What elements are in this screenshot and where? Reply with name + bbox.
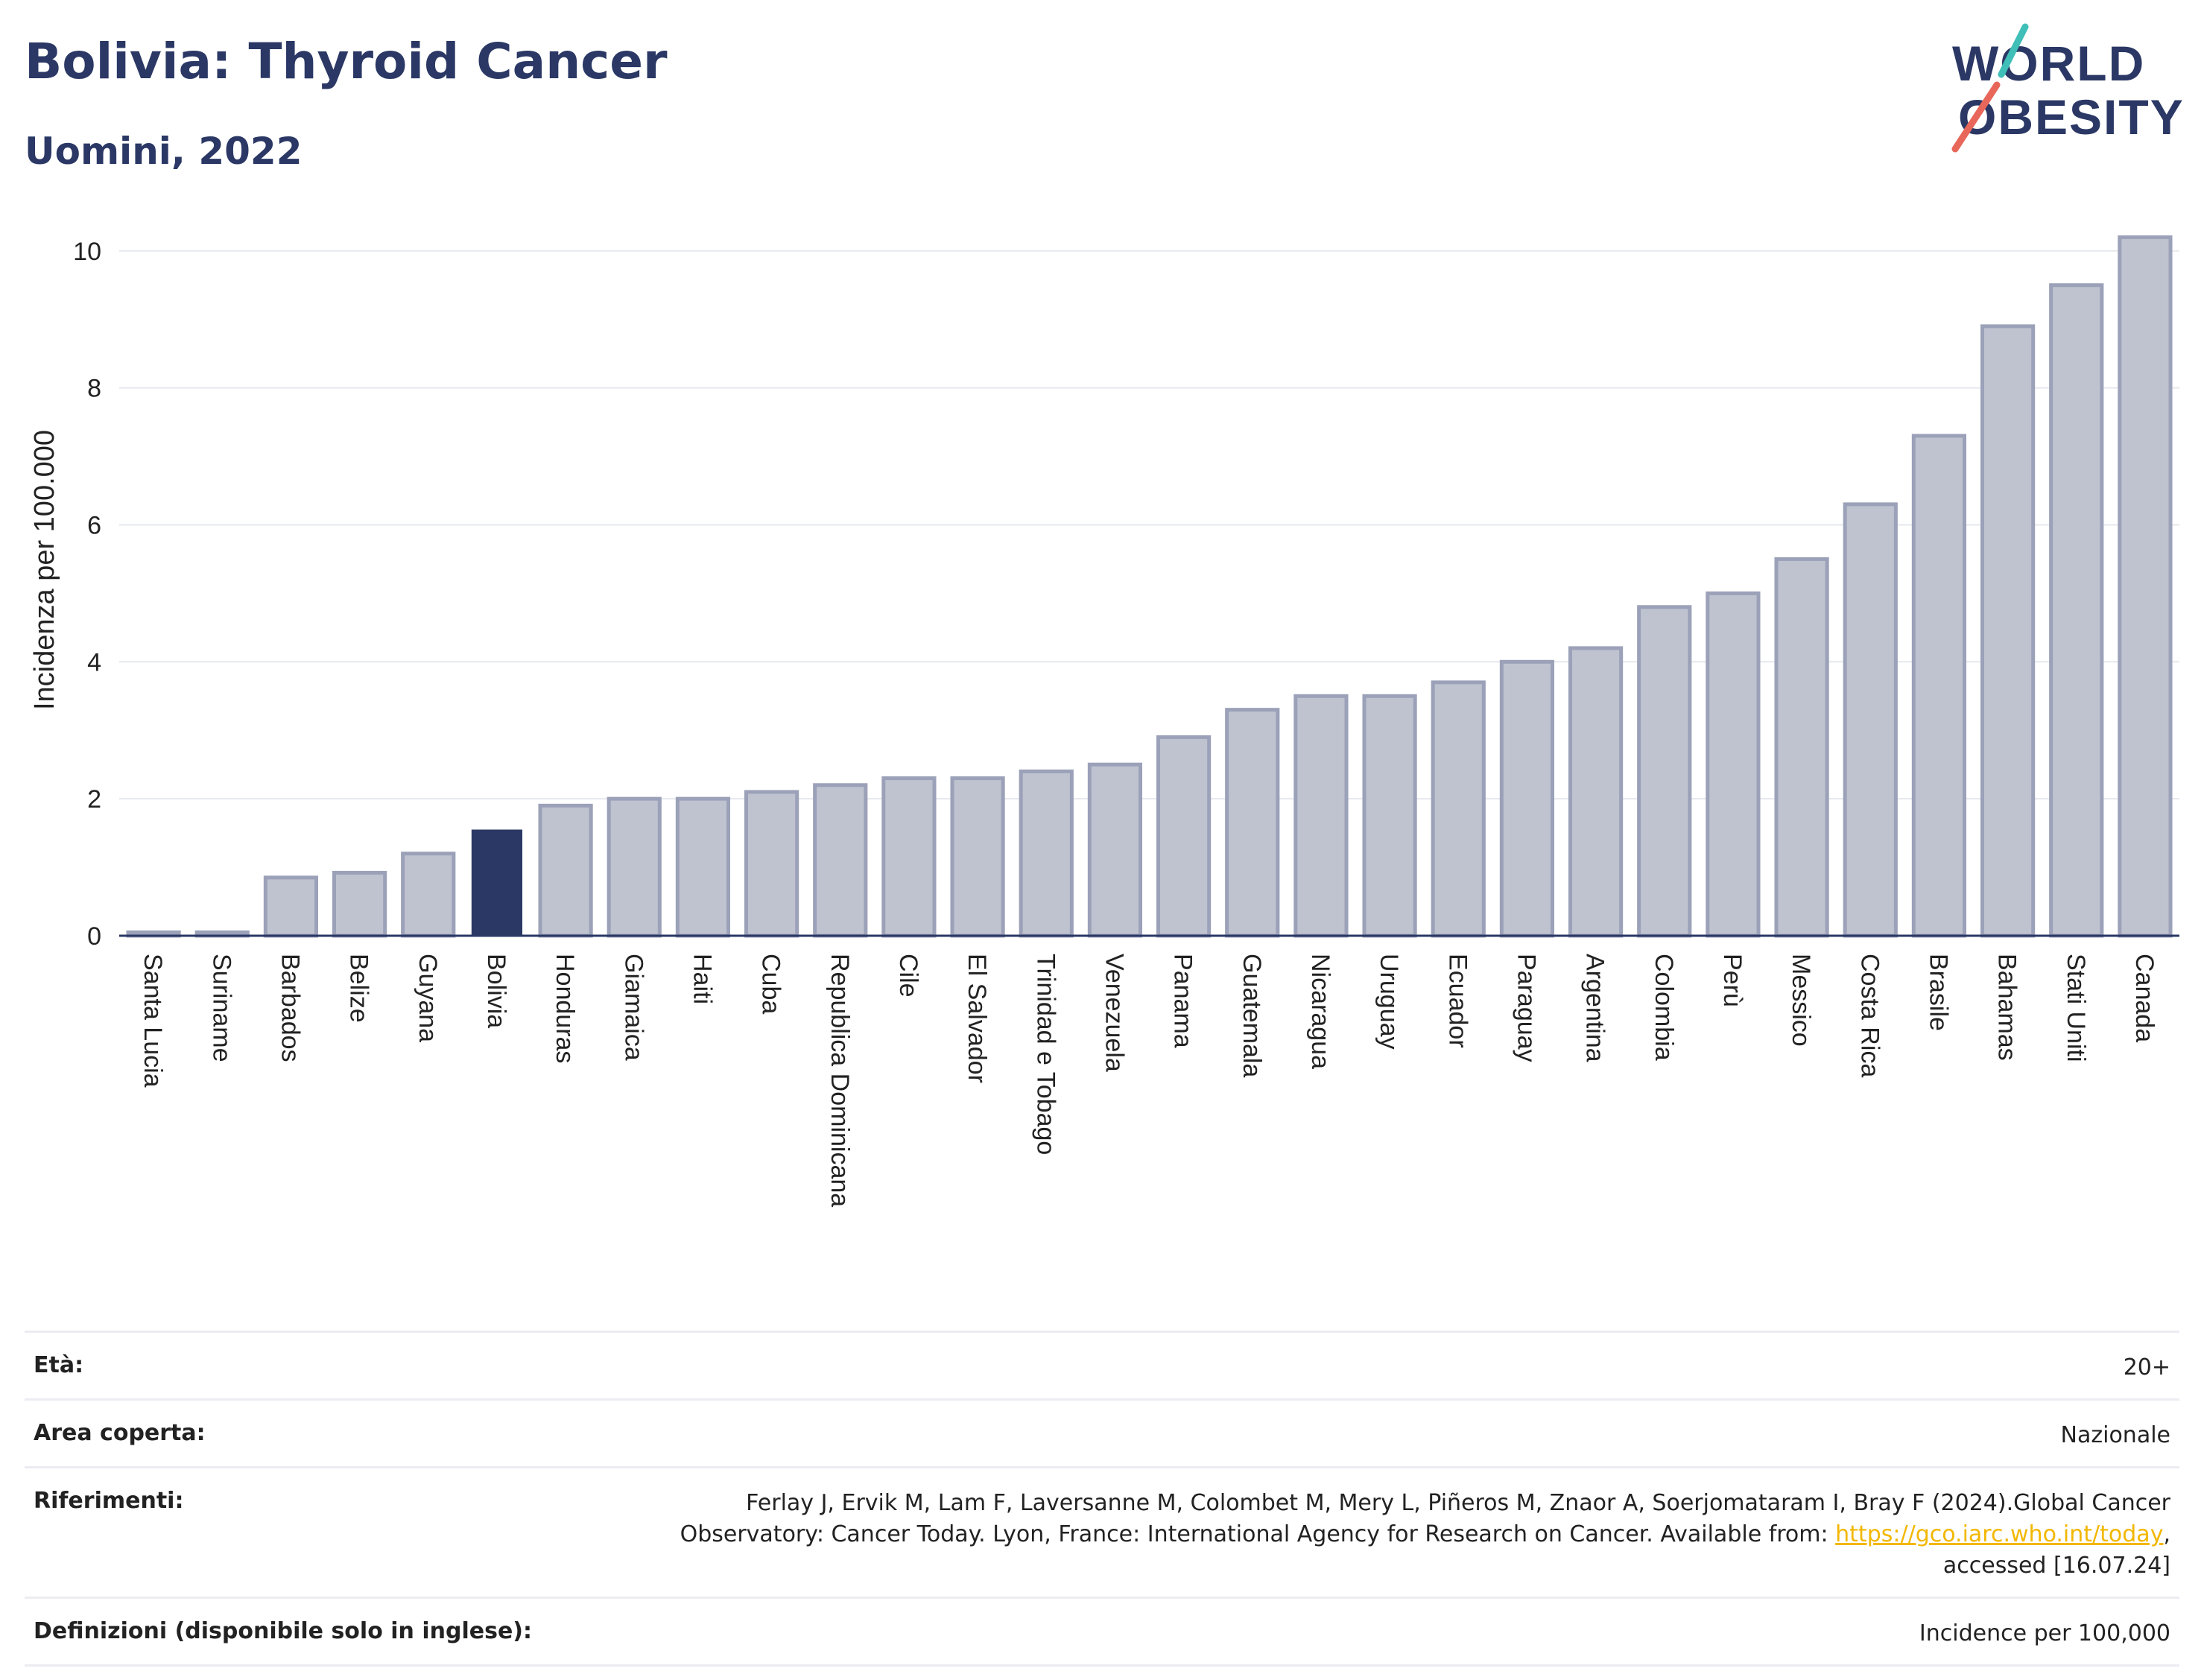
world-obesity-logo: WORLD OBESITY <box>1951 23 2185 153</box>
bar-uruguay <box>1362 694 1417 938</box>
x-tick-label: Belize <box>345 954 373 1023</box>
x-tick-label: Paraguay <box>1512 954 1540 1062</box>
eta-label: Età: <box>34 1352 84 1378</box>
y-tick-label: 6 <box>87 511 101 539</box>
bar-haiti <box>675 796 731 938</box>
bar-ecuador <box>1431 680 1486 938</box>
y-tick-label: 0 <box>87 922 101 951</box>
y-tick-label: 10 <box>73 238 101 266</box>
x-tick-label: Nicaragua <box>1306 954 1334 1069</box>
x-tick-label: Venezuela <box>1100 954 1128 1072</box>
bar-guyana <box>401 852 456 938</box>
x-tick-label: Giamaica <box>619 954 647 1061</box>
eta-value: 20+ <box>2123 1354 2170 1381</box>
area-value: Nazionale <box>2060 1422 2170 1448</box>
bars <box>126 235 2173 938</box>
x-tick-label: Trinidad e Tobago <box>1031 954 1060 1155</box>
x-tick-label: Republica Dominicana <box>826 954 854 1207</box>
page-title: Bolivia: Thyroid Cancer <box>25 33 668 90</box>
definizioni-value: Incidence per 100,000 <box>1919 1620 2170 1646</box>
x-tick-label: Santa Lucia <box>139 954 167 1088</box>
x-tick-label: Ecuador <box>1443 954 1472 1048</box>
x-tick-label: Perù <box>1718 954 1747 1007</box>
bar-per- <box>1706 591 1761 938</box>
bar-cuba <box>744 790 799 938</box>
meta-row-riferimenti: Riferimenti: Ferlay J, Ervik M, Lam F, L… <box>25 1466 2179 1597</box>
x-tick-label: Canada <box>2130 954 2159 1042</box>
metadata-table: Età: 20+ Area coperta: Nazionale Riferim… <box>25 1331 2179 1667</box>
riferimenti-text-1: Ferlay J, Ervik M, Lam F, Laversanne M, … <box>746 1490 2170 1516</box>
y-axis-label: Incidenza per 100.000 <box>29 430 60 710</box>
riferimenti-label: Riferimenti: <box>34 1488 184 1514</box>
riferimenti-text-3: , <box>2163 1521 2170 1547</box>
bar-argentina <box>1568 646 1624 938</box>
bar-cile <box>881 776 937 938</box>
bar-guatemala <box>1225 708 1280 938</box>
x-tick-label: Guyana <box>414 954 442 1042</box>
bar-bolivia <box>471 829 523 936</box>
bar-bahamas <box>1980 324 2036 938</box>
x-tick-label: Colombia <box>1650 954 1678 1061</box>
bar-honduras <box>538 803 593 938</box>
definizioni-label: Definizioni (disponibile solo in inglese… <box>34 1618 532 1644</box>
x-tick-label: Guatemala <box>1238 954 1266 1077</box>
bar-giamaica <box>607 796 662 938</box>
bar-nicaragua <box>1293 694 1349 938</box>
y-tick-label: 4 <box>87 648 101 676</box>
bar-venezuela <box>1087 762 1143 938</box>
x-tick-label: Stati Uniti <box>2062 954 2090 1062</box>
riferimenti-text-4: accessed [16.07.24] <box>1942 1553 2170 1579</box>
bar-barbados <box>263 875 319 938</box>
meta-row-definizioni: Definizioni (disponibile solo in inglese… <box>25 1597 2179 1667</box>
x-tick-label: Bahamas <box>1993 954 2021 1061</box>
bar-colombia <box>1637 605 1692 938</box>
bar-belize <box>332 870 387 938</box>
area-label: Area coperta: <box>34 1420 206 1446</box>
bar-stati-uniti <box>2049 283 2104 938</box>
riferimenti-link[interactable]: https://gco.iarc.who.int/today <box>1835 1521 2164 1547</box>
x-tick-label: Uruguay <box>1375 954 1403 1050</box>
page-subtitle: Uomini, 2022 <box>25 130 303 173</box>
x-tick-label: Bolivia <box>482 954 510 1028</box>
x-tick-label: Costa Rica <box>1855 954 1884 1077</box>
svg-text:WORLD: WORLD <box>1952 36 2145 91</box>
x-tick-label: Barbados <box>276 954 304 1062</box>
x-tick-label: Cuba <box>757 954 785 1014</box>
x-tick-label: Panama <box>1169 954 1197 1048</box>
y-tick-label: 8 <box>87 375 101 403</box>
bar-brasile <box>1911 434 1967 938</box>
x-tick-label: El Salvador <box>963 954 991 1083</box>
bar-costa-rica <box>1843 502 1898 938</box>
x-tick-label: Suriname <box>207 954 235 1062</box>
y-axis-ticks: 0 2 4 6 8 10 <box>73 238 101 951</box>
x-tick-label: Haiti <box>688 954 716 1004</box>
riferimenti-value: Ferlay J, Ervik M, Lam F, Laversanne M, … <box>680 1488 2170 1582</box>
x-tick-label: Argentina <box>1581 954 1609 1062</box>
bar-republica-dominicana <box>813 783 868 938</box>
x-tick-label: Messico <box>1787 954 1815 1047</box>
svg-text:OBESITY: OBESITY <box>1958 89 2185 145</box>
bar-paraguay <box>1499 659 1555 938</box>
bar-el-salvador <box>950 776 1005 938</box>
x-tick-label: Cile <box>894 954 922 998</box>
bar-trinidad-e-tobago <box>1019 769 1074 938</box>
x-tick-label: Brasile <box>1924 954 1952 1031</box>
bar-panama <box>1156 735 1212 938</box>
bar-messico <box>1774 557 1829 938</box>
meta-row-eta: Età: 20+ <box>25 1331 2179 1398</box>
meta-row-area: Area coperta: Nazionale <box>25 1398 2179 1466</box>
bar-canada <box>2118 235 2173 938</box>
x-tick-label: Honduras <box>551 954 579 1063</box>
bar-chart: 0 2 4 6 8 10 Santa Lucia Suriname Barbados Beliz… <box>29 235 2179 1207</box>
y-tick-label: 2 <box>87 785 101 814</box>
riferimenti-text-2: Observatory: Cancer Today. Lyon, France:… <box>680 1521 1836 1547</box>
x-axis-labels: Santa Lucia Suriname Barbados Belize Guyana B… <box>139 954 2159 1207</box>
